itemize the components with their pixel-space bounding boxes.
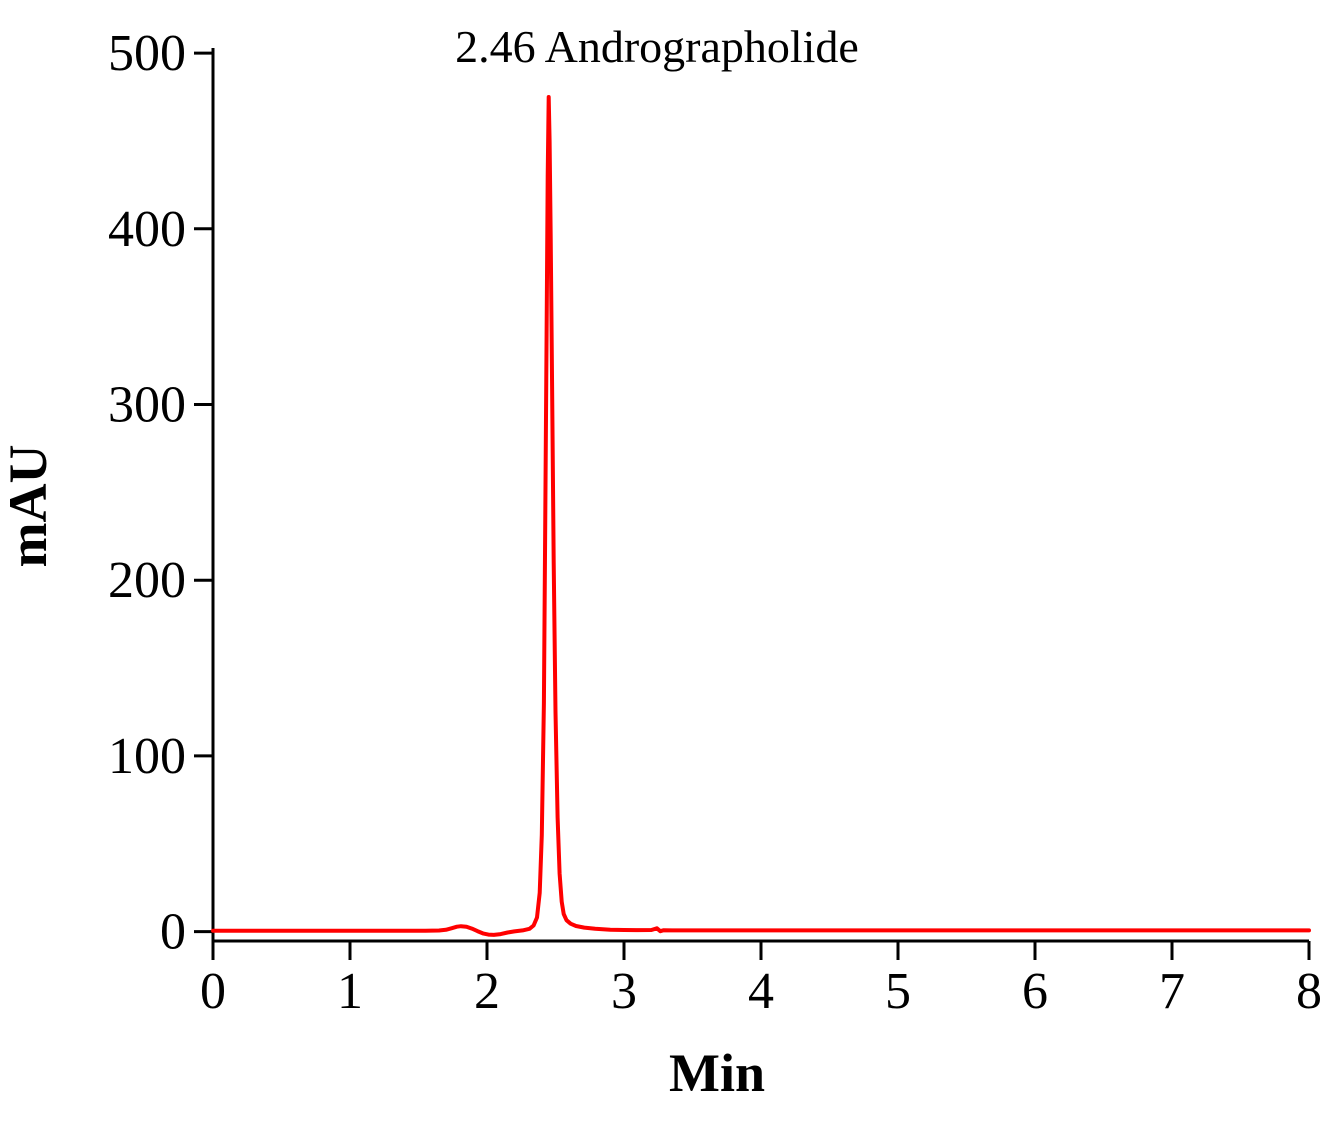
x-tick-label-8: 8 (1296, 963, 1322, 1020)
x-tick-label-7: 7 (1159, 963, 1185, 1020)
x-tick-label-6: 6 (1022, 963, 1048, 1020)
y-tick-label-0: 0 (160, 904, 186, 961)
x-tick-label-0: 0 (200, 963, 226, 1020)
x-tick-label-4: 4 (748, 963, 774, 1020)
x-tick-label-3: 3 (611, 963, 637, 1020)
x-tick-label-1: 1 (337, 963, 363, 1020)
chromatogram-trace (211, 95, 1311, 937)
y-tick-label-2: 200 (108, 552, 186, 609)
y-axis-title: mAU (0, 444, 58, 568)
peak-annotation: 2.46 Andrographolide (455, 21, 859, 72)
y-tick-label-4: 400 (108, 201, 186, 258)
x-tick-label-5: 5 (885, 963, 911, 1020)
x-axis-title: Min (668, 1043, 765, 1103)
y-tick-label-5: 500 (108, 25, 186, 82)
x-tick-label-2: 2 (474, 963, 500, 1020)
y-tick-label-1: 100 (108, 728, 186, 785)
y-tick-label-3: 300 (108, 377, 186, 434)
